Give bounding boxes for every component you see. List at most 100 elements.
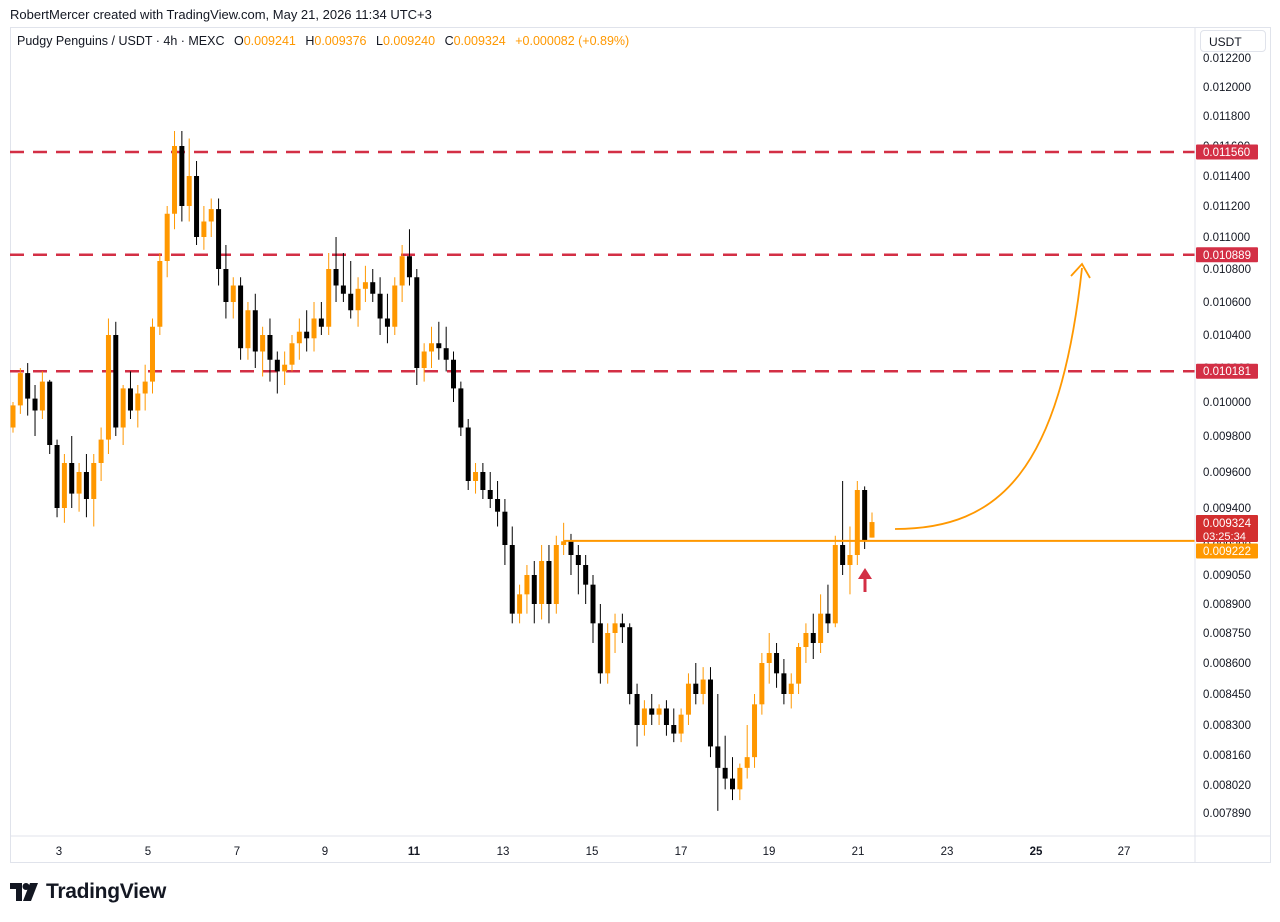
candle-body <box>546 561 552 604</box>
candle-body <box>289 343 295 365</box>
candle-body <box>135 393 141 411</box>
resistance-badge-label: 0.010889 <box>1203 250 1251 262</box>
levels-layer <box>10 150 1195 373</box>
price-tick-label: 0.009400 <box>1203 503 1251 515</box>
candle-body <box>590 584 596 624</box>
currency-selector[interactable]: USDT <box>1200 30 1266 52</box>
candle-body <box>752 704 758 758</box>
candle-body <box>663 708 669 725</box>
candle-body <box>76 472 82 494</box>
tradingview-logo-icon <box>10 883 38 901</box>
candle-body <box>208 209 214 222</box>
candle-body <box>840 545 846 565</box>
candle-body <box>715 746 721 768</box>
price-tick-label: 0.009800 <box>1203 431 1251 443</box>
candle-body <box>406 256 412 278</box>
price-tick-label: 0.011800 <box>1203 111 1250 123</box>
time-tick-label: 3 <box>56 846 62 858</box>
price-tick-label: 0.011200 <box>1203 201 1250 213</box>
price-tick-label: 0.010600 <box>1203 297 1251 309</box>
candle-body <box>245 310 251 349</box>
close-label: C <box>444 34 454 48</box>
open-label: O <box>233 34 244 48</box>
candle-body <box>91 463 97 499</box>
candle-body <box>641 708 647 725</box>
candle-body <box>597 623 603 674</box>
candle-body <box>832 545 838 624</box>
candle-body <box>583 565 589 585</box>
candle-body <box>737 767 743 790</box>
candle-body <box>553 545 559 604</box>
candle-body <box>627 627 633 694</box>
price-tick-label: 0.008900 <box>1203 599 1251 611</box>
candle-body <box>524 575 530 595</box>
candle-body <box>414 277 420 368</box>
candle-body <box>568 541 574 555</box>
brand-name: TradingView <box>46 880 167 903</box>
candle-body <box>113 335 119 428</box>
candle-body <box>495 499 501 512</box>
time-tick-label: 27 <box>1118 846 1131 858</box>
candle-body <box>561 541 567 545</box>
candle-body <box>421 351 427 368</box>
candle-body <box>164 213 170 261</box>
candle-body <box>781 673 787 694</box>
candle-body <box>825 613 831 624</box>
candle-body <box>61 463 67 508</box>
candle-body <box>142 381 148 394</box>
candle-body <box>39 381 45 411</box>
time-tick-label: 11 <box>408 846 421 858</box>
candle-body <box>304 331 310 339</box>
candle-body <box>399 256 405 286</box>
candle-body <box>730 778 736 790</box>
ohlc-legend: Pudgy Penguins / USDT · 4h · MEXC O0.009… <box>17 34 629 48</box>
resistance-badge: 0.010889 <box>1196 247 1258 263</box>
last-price-badge-bg <box>1196 515 1258 542</box>
candle-body <box>296 331 302 344</box>
price-tick-label: 0.008450 <box>1203 689 1251 701</box>
candle-body <box>282 364 288 372</box>
candle-body <box>766 653 772 663</box>
price-badges: 0.011560 0.010889 0.010181 0.00932403:25:34… <box>1196 144 1258 559</box>
low-label: L <box>376 34 383 48</box>
candle-body <box>700 679 706 694</box>
candle-body <box>451 359 457 389</box>
candle-body <box>619 623 625 628</box>
candle-body <box>480 472 486 490</box>
time-tick-label: 7 <box>234 846 240 858</box>
candle-body <box>194 176 200 237</box>
price-tick-label: 0.010000 <box>1203 397 1251 409</box>
resistance-badge: 0.010181 <box>1196 363 1258 379</box>
candle-body <box>179 146 185 206</box>
annotations-layer <box>563 262 1195 592</box>
candle-body <box>810 633 816 643</box>
resistance-badge-label: 0.011560 <box>1203 147 1250 159</box>
time-tick-label: 17 <box>675 846 688 858</box>
symbol-title[interactable]: Pudgy Penguins / USDT · 4h · MEXC <box>17 34 225 48</box>
candle-body <box>678 714 684 734</box>
candle-body <box>362 282 368 289</box>
candle-body <box>32 398 38 411</box>
candle-body <box>260 335 266 352</box>
time-tick-label: 13 <box>497 846 510 858</box>
support-badge-bg <box>1196 543 1258 559</box>
candle-body <box>201 221 207 237</box>
candle-body <box>98 439 104 463</box>
candle-body <box>172 146 178 214</box>
candle-body <box>326 269 332 327</box>
resistance-badge-bg <box>1196 247 1258 263</box>
tradingview-brand[interactable]: TradingView <box>10 880 166 904</box>
support-badge: 0.009222 <box>1196 543 1258 559</box>
candle-body <box>47 381 53 445</box>
projection-curve <box>894 267 1083 530</box>
last-price-value: 0.009324 <box>1203 518 1252 530</box>
candle-body <box>311 318 317 339</box>
price-tick-label: 0.010400 <box>1203 330 1251 342</box>
candle-body <box>377 293 383 319</box>
time-tick-label: 9 <box>322 846 328 858</box>
resistance-badge-bg <box>1196 363 1258 379</box>
candle-body <box>428 343 434 352</box>
candle-body <box>274 359 280 372</box>
candle-body <box>854 490 860 555</box>
